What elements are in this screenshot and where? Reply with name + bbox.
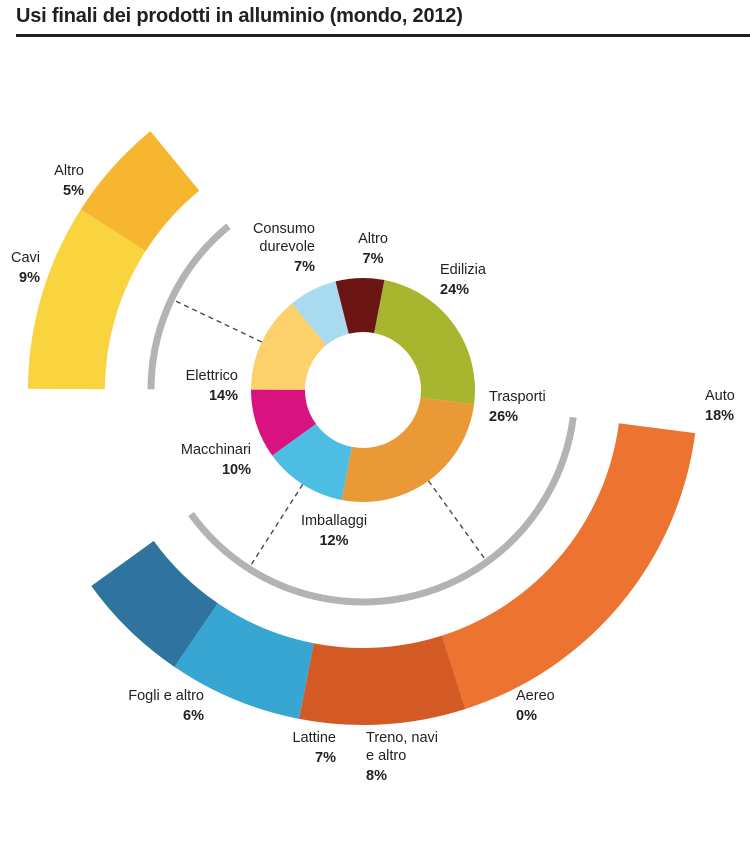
label-treno-percent: 8% [366, 768, 387, 784]
inner-slice-macchinari [250, 389, 316, 456]
labels: Edilizia 24% Trasporti 26% Imballaggi 12% Macc… [11, 163, 735, 784]
inner-slice-edilizia [374, 280, 476, 405]
label-imballaggi-percent: 12% [319, 533, 348, 549]
label-auto-percent: 18% [705, 408, 734, 424]
guide-arcs [147, 223, 577, 606]
label-cavi: Cavi 9% [11, 250, 40, 286]
electrical-leader-line [174, 300, 263, 343]
transport-guide-arc [321, 416, 577, 606]
label-macchinari: Macchinari 10% [181, 442, 251, 478]
label-aereo-percent: 0% [516, 708, 537, 724]
label-trasporti-percent: 26% [489, 409, 518, 425]
transport-segment-auto [441, 423, 696, 709]
inner-slice-altro [335, 278, 385, 334]
electrical-guide-arc [147, 223, 231, 390]
label-imballaggi: Imballaggi 12% [301, 513, 367, 549]
chart-title: Usi finali dei prodotti in alluminio (mo… [16, 5, 463, 27]
label-trasporti: Trasporti 26% [489, 389, 546, 425]
label-altro-electrical: Altro 5% [54, 163, 84, 199]
label-auto: Auto 18% [705, 388, 735, 424]
packaging-leader-line [250, 484, 304, 566]
label-treno: Treno, navi e altro 8% [366, 730, 438, 784]
inner-slice-consumo-durevole [291, 281, 349, 346]
label-macchinari-percent: 10% [222, 462, 251, 478]
inner-slice-trasporti [341, 397, 475, 502]
label-consumo-durevole: Consumo durevole 7% [253, 221, 315, 275]
outer-rings [28, 131, 696, 726]
title-rule [16, 34, 750, 37]
label-elettrico: Elettrico 14% [186, 368, 238, 404]
label-aereo: Aereo 0% [516, 688, 555, 724]
label-cavi-percent: 9% [19, 270, 40, 286]
label-altro-electrical-percent: 5% [63, 183, 84, 199]
label-altro-inner: Altro 7% [358, 231, 388, 267]
label-lattine: Lattine 7% [292, 730, 336, 766]
label-elettrico-percent: 14% [209, 388, 238, 404]
label-edilizia-percent: 24% [440, 282, 469, 298]
electrical-segment-cavi [28, 209, 146, 390]
label-fogli-percent: 6% [183, 708, 204, 724]
inner-slice-imballaggi [272, 423, 352, 500]
packaging-guide-arc [188, 511, 324, 602]
inner-donut [250, 278, 476, 502]
label-consumo-durevole-percent: 7% [294, 259, 315, 275]
electrical-segment-altro [80, 131, 200, 251]
packaging-segment-lattine [174, 603, 314, 719]
label-edilizia: Edilizia 24% [440, 262, 487, 298]
label-fogli: Fogli e altro 6% [128, 688, 204, 724]
label-altro-inner-percent: 7% [363, 251, 384, 267]
transport-segment-treno-navi-e-altro [299, 635, 466, 726]
packaging-segment-fogli-e-altro [91, 540, 218, 667]
transport-leader-line [427, 480, 486, 560]
label-lattine-percent: 7% [315, 750, 336, 766]
inner-slice-elettrico [251, 303, 327, 390]
